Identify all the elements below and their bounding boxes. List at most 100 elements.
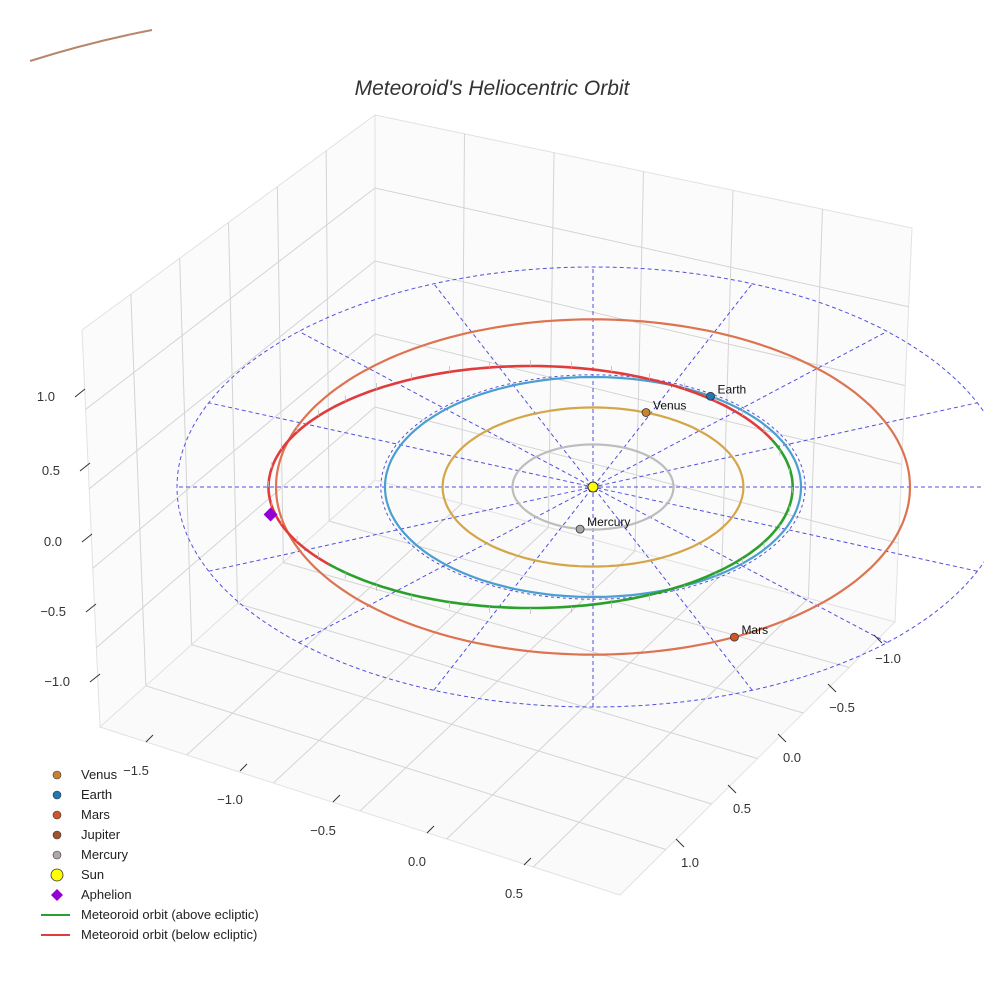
- legend-item: Sun: [50, 867, 104, 882]
- ecliptic-spoke: [433, 283, 753, 691]
- y-tick-mark: [827, 683, 837, 693]
- venus-orbit: [441, 406, 745, 568]
- z-tick-label: −0.5: [40, 604, 66, 619]
- z-tick-mark: [74, 388, 86, 398]
- legend-marker: [52, 850, 62, 860]
- grid-line: [359, 550, 636, 812]
- x-tick-label: 0.5: [505, 886, 523, 901]
- ecliptic-spoke: [433, 283, 753, 691]
- planet-orbits: [274, 318, 912, 656]
- z-tick-label: −1.0: [44, 674, 70, 689]
- y-tick-label: −0.5: [829, 700, 855, 715]
- grid-line: [179, 258, 193, 645]
- legend-item: Aphelion: [51, 887, 132, 902]
- sun-marker: [587, 481, 599, 493]
- legend-marker: [52, 810, 62, 820]
- grid-line: [85, 187, 376, 410]
- z-tick-mark: [81, 533, 93, 543]
- grid-line: [92, 333, 376, 569]
- chart-title: Meteoroid's Heliocentric Orbit: [355, 77, 631, 100]
- grid-line: [276, 186, 284, 563]
- grid-line: [532, 597, 809, 868]
- x-tick-mark: [426, 825, 435, 834]
- x-tick-mark: [332, 794, 341, 803]
- legend-marker: [52, 790, 62, 800]
- grid-line: [130, 294, 147, 686]
- mercury-label: Mercury: [587, 515, 630, 529]
- z-tick-label: 0.5: [42, 463, 60, 478]
- legend-item: Jupiter: [52, 827, 121, 842]
- legend-item: Mars: [52, 807, 110, 822]
- legend-label: Mars: [81, 807, 110, 822]
- x-tick-label: −1.0: [217, 792, 243, 807]
- venus-marker: [641, 408, 651, 417]
- legend-marker: [52, 770, 62, 780]
- grid-line: [374, 333, 902, 465]
- grid-line: [325, 150, 330, 522]
- legend-marker: [50, 868, 64, 882]
- legend-item: Meteoroid orbit (above ecliptic): [41, 907, 259, 922]
- legend-item: Venus: [52, 767, 118, 782]
- markers: Venus Earth Mars Mercury: [263, 382, 768, 642]
- mercury-orbit: [511, 443, 675, 531]
- x-tick-mark: [239, 763, 248, 772]
- y-tick-mark: [727, 784, 737, 794]
- legend-label: Aphelion: [81, 887, 132, 902]
- legend-label: Meteoroid orbit (above ecliptic): [81, 907, 259, 922]
- legend-label: Meteoroid orbit (below ecliptic): [81, 927, 257, 942]
- grid-line: [807, 209, 823, 599]
- legend-item: Mercury: [52, 847, 128, 862]
- x-tick-label: 0.0: [408, 854, 426, 869]
- grid-line: [374, 406, 899, 544]
- z-tick-mark: [79, 462, 91, 472]
- z-tick-label: 0.0: [44, 534, 62, 549]
- x-tick-label: −0.5: [310, 823, 336, 838]
- grid-line: [461, 133, 465, 504]
- legend-label: Venus: [81, 767, 118, 782]
- earth-orbit: [383, 375, 803, 599]
- grid-line: [374, 260, 906, 387]
- legend-label: Earth: [81, 787, 112, 802]
- earth-label: Earth: [718, 382, 747, 396]
- z-tick-mark: [89, 673, 101, 683]
- x-tick-mark: [145, 734, 154, 743]
- legend: Venus Earth Mars Jupiter Mercury Sun Aphelion M…: [41, 767, 259, 942]
- legend-item: Meteoroid orbit (below ecliptic): [41, 927, 257, 942]
- y-tick-label: 0.0: [783, 750, 801, 765]
- jupiter-orbit-arc: [29, 29, 153, 62]
- z-tick-mark: [85, 603, 97, 613]
- legend-label: Mercury: [81, 847, 128, 862]
- legend-label: Jupiter: [81, 827, 121, 842]
- axis-ticks: 1.0 0.5 0.0 −0.5 −1.0 −1.5 −1.0 −0.5 0.0 0.5 −1.0 −…: [37, 388, 901, 901]
- y-tick-mark: [777, 733, 787, 743]
- y-tick-label: 1.0: [681, 855, 699, 870]
- grid-line: [96, 406, 376, 648]
- meteoroid-orbit-below: [267, 364, 773, 566]
- y-tick-mark: [675, 838, 685, 848]
- aphelion-marker: [263, 507, 278, 522]
- x-tick-mark: [523, 857, 532, 866]
- grid-line: [272, 526, 549, 784]
- meteoroid-orbit: [267, 360, 795, 614]
- y-tick-label: 0.5: [733, 801, 751, 816]
- ecliptic-outer-ring: [176, 266, 984, 708]
- z-tick-label: 1.0: [37, 389, 55, 404]
- grid-line: [228, 222, 238, 604]
- x-tick-label: −1.5: [123, 763, 149, 778]
- legend-marker: [52, 830, 62, 840]
- grid-line: [721, 190, 734, 575]
- legend-label: Sun: [81, 867, 104, 882]
- y-tick-label: −1.0: [875, 651, 901, 666]
- mars-orbit: [274, 318, 912, 656]
- mars-marker: [730, 632, 739, 642]
- grid-line: [634, 171, 644, 552]
- axes-box: [81, 114, 913, 896]
- mars-label: Mars: [741, 623, 768, 637]
- legend-marker: [51, 889, 63, 901]
- grid-line: [374, 187, 909, 308]
- meteoroid-orbit-above: [328, 439, 795, 610]
- grid-line: [88, 260, 376, 490]
- grid-line: [547, 152, 555, 528]
- earth-marker: [706, 391, 715, 401]
